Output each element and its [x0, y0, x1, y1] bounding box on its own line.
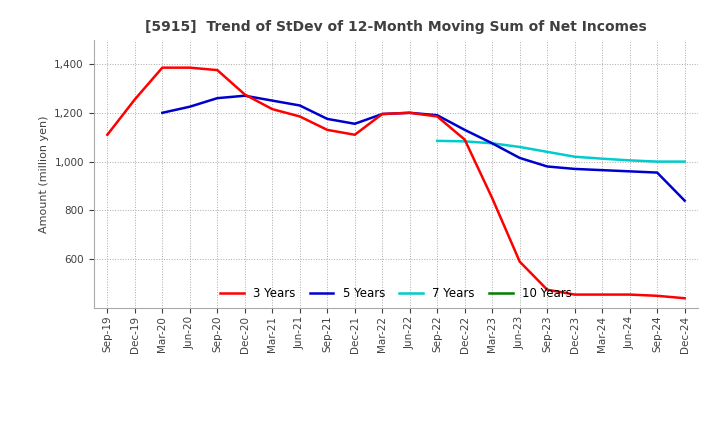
5 Years — [240, 93, 249, 99]
Y-axis label: Amount (million yen): Amount (million yen) — [39, 115, 49, 233]
5 Years — [433, 113, 441, 118]
3 Years — [351, 132, 359, 137]
3 Years — [433, 114, 441, 119]
Line: 5 Years: 5 Years — [162, 96, 685, 201]
3 Years — [213, 67, 222, 73]
5 Years — [598, 168, 606, 173]
5 Years — [295, 103, 304, 108]
5 Years — [516, 155, 524, 161]
3 Years — [130, 97, 139, 102]
5 Years — [158, 110, 166, 115]
5 Years — [460, 127, 469, 132]
5 Years — [186, 104, 194, 109]
5 Years — [268, 98, 276, 103]
Legend: 3 Years, 5 Years, 7 Years, 10 Years: 3 Years, 5 Years, 7 Years, 10 Years — [215, 282, 577, 305]
Line: 3 Years: 3 Years — [107, 68, 685, 298]
3 Years — [268, 106, 276, 112]
3 Years — [103, 132, 112, 137]
5 Years — [543, 164, 552, 169]
3 Years — [598, 292, 606, 297]
3 Years — [158, 65, 166, 70]
3 Years — [570, 292, 579, 297]
3 Years — [378, 111, 387, 117]
7 Years — [516, 144, 524, 150]
3 Years — [653, 293, 662, 298]
Line: 7 Years: 7 Years — [437, 141, 685, 161]
5 Years — [323, 116, 332, 121]
3 Years — [186, 65, 194, 70]
7 Years — [570, 154, 579, 159]
3 Years — [626, 292, 634, 297]
3 Years — [680, 296, 689, 301]
5 Years — [213, 95, 222, 101]
7 Years — [626, 158, 634, 163]
5 Years — [488, 141, 497, 146]
5 Years — [653, 170, 662, 175]
7 Years — [543, 149, 552, 154]
5 Years — [405, 110, 414, 115]
7 Years — [488, 141, 497, 146]
5 Years — [351, 121, 359, 126]
5 Years — [570, 166, 579, 172]
7 Years — [653, 159, 662, 164]
3 Years — [488, 195, 497, 201]
3 Years — [295, 114, 304, 119]
3 Years — [460, 137, 469, 142]
7 Years — [460, 139, 469, 144]
5 Years — [626, 169, 634, 174]
3 Years — [543, 287, 552, 292]
3 Years — [516, 259, 524, 264]
Title: [5915]  Trend of StDev of 12-Month Moving Sum of Net Incomes: [5915] Trend of StDev of 12-Month Moving… — [145, 20, 647, 34]
3 Years — [323, 127, 332, 132]
7 Years — [433, 138, 441, 143]
7 Years — [598, 156, 606, 161]
5 Years — [378, 111, 387, 117]
3 Years — [240, 92, 249, 97]
3 Years — [405, 110, 414, 115]
7 Years — [680, 159, 689, 164]
5 Years — [680, 198, 689, 203]
